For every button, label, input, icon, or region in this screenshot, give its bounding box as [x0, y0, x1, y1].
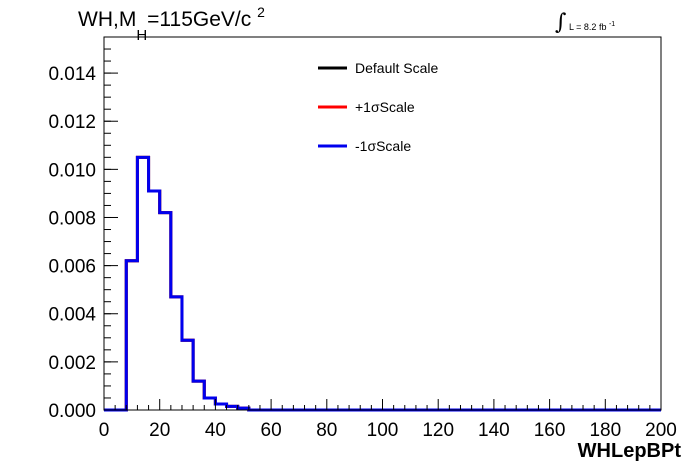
- x-tick-label: 40: [205, 420, 226, 441]
- luminosity-text: L = 8.2 fb -1: [569, 21, 616, 32]
- legend-label: -1σScale: [355, 138, 411, 154]
- x-tick-label: 180: [589, 420, 621, 441]
- title-subscript: H: [136, 27, 148, 44]
- legend: Default Scale +1σScale -1σScale: [318, 60, 438, 154]
- title-superscript: 2: [257, 4, 265, 20]
- integral-symbol: ∫: [555, 10, 567, 35]
- x-tick-label: 160: [534, 420, 566, 441]
- plot-frame: [103, 36, 662, 411]
- legend-label: Default Scale: [355, 60, 438, 76]
- series-line-2: [104, 155, 661, 412]
- y-tick-label: 0.008: [48, 208, 96, 229]
- series-layer: [104, 155, 661, 412]
- y-tick-label: 0.010: [48, 160, 96, 181]
- y-tick-label: 0.004: [48, 305, 96, 326]
- x-axis: 0 20 40 60 80 100 120 140 160 180 200: [99, 399, 677, 441]
- y-tick-label: 0.002: [48, 353, 96, 374]
- luminosity-superscript: -1: [608, 21, 616, 28]
- x-tick-label: 200: [645, 420, 677, 441]
- title-value: =115GeV/c: [147, 8, 252, 31]
- y-tick-label: 0.006: [48, 257, 96, 278]
- x-tick-label: 20: [149, 420, 170, 441]
- y-tick-label: 0.000: [48, 401, 96, 422]
- x-tick-label: 60: [261, 420, 282, 441]
- y-axis: 0.000 0.002 0.004 0.006 0.008 0.010 0.012 0.014: [48, 48, 118, 422]
- x-tick-label: 100: [367, 420, 399, 441]
- plot-title: WH,MH=115GeV/c 2: [78, 4, 265, 44]
- series-line-1: [104, 155, 661, 412]
- x-axis-label: WHLepBPt: [577, 440, 681, 462]
- series-line-0: [104, 155, 661, 412]
- x-tick-label: 80: [316, 420, 337, 441]
- legend-label: +1σScale: [355, 99, 415, 115]
- x-tick-label: 120: [422, 420, 454, 441]
- luminosity-value: L = 8.2 fb: [569, 22, 607, 32]
- y-tick-label: 0.014: [48, 64, 96, 85]
- x-tick-label: 140: [478, 420, 510, 441]
- y-tick-label: 0.012: [48, 112, 96, 133]
- title-prefix: WH,M: [78, 8, 137, 31]
- x-tick-label: 0: [99, 420, 110, 441]
